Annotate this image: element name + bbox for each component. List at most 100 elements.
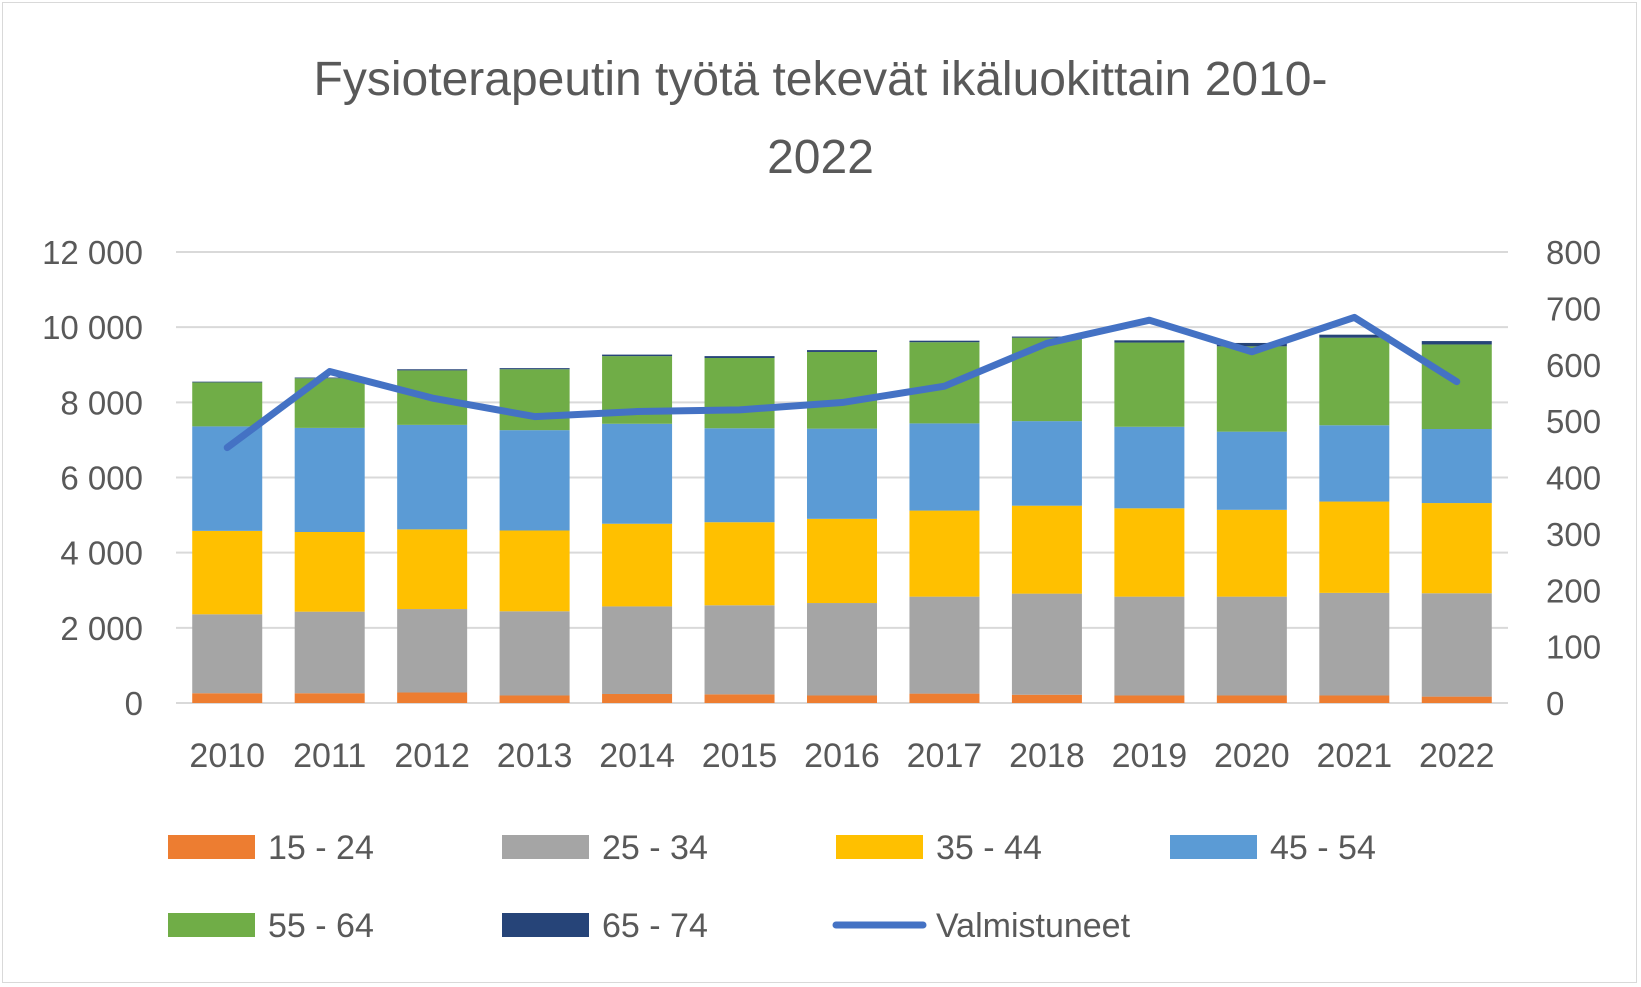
x-tick-label-2014: 2014 [599,737,675,775]
bar-2013-series-5 [499,368,570,370]
bar-2022-series-4 [1421,344,1492,430]
x-tick-label-2010: 2010 [189,737,265,775]
line-series [223,313,1461,452]
legend-swatch-5 [502,913,589,937]
bar-2013-series-3 [499,430,570,531]
legend-label-4: 55 - 64 [268,907,374,945]
bar-2020-series-0 [1216,695,1287,703]
legend-swatch-4 [168,913,255,937]
bar-2016-series-1 [807,603,877,696]
y-axis-ticks: 0 2 000 4 000 6 000 8 000 10 000 12 000 [42,234,143,722]
legend-label-2: 35 - 44 [936,829,1042,867]
y2-tick-label-6: 600 [1546,347,1601,384]
bar-2015-series-3 [704,428,775,523]
bar-2010-series-1 [192,614,263,694]
bar-2014-series-5 [602,354,673,357]
bar-2012-series-2 [397,529,468,610]
bar-2014-series-1 [602,606,673,694]
x-tick-label-2017: 2017 [907,737,983,775]
y2-tick-label-3: 300 [1546,516,1601,553]
bar-2013-series-1 [499,611,570,696]
bar-2022-series-5 [1421,341,1492,345]
x-tick-label-2015: 2015 [702,737,778,775]
chart-title-line-1: Fysioterapeutin työtä tekevät ikäluokitt… [313,53,1328,106]
bar-2019-series-4 [1114,342,1185,427]
bar-2016-series-5 [807,350,877,352]
bar-2019-series-5 [1114,340,1185,343]
bar-2010-series-4 [192,382,263,427]
legend-swatch-3 [1170,835,1257,859]
legend-label-5: 65 - 74 [602,907,708,945]
bar-2013-series-0 [499,695,570,703]
y2-tick-label-8: 800 [1546,234,1601,271]
bar-2011-series-3 [294,427,365,532]
bar-2011-series-2 [294,531,365,612]
bar-2014-series-0 [602,693,673,703]
y2-axis-ticks: 0 100 200 300 400 500 600 700 800 [1546,234,1601,722]
x-tick-label-2022: 2022 [1419,737,1495,775]
bar-2021-series-2 [1319,501,1390,593]
y2-tick-label-4: 400 [1546,460,1601,497]
bar-2020-series-4 [1216,346,1287,432]
bar-2018-series-1 [1011,593,1082,695]
x-tick-label-2016: 2016 [804,737,880,775]
bar-2019-series-0 [1114,695,1185,703]
y-tick-label-4: 8 000 [60,384,143,421]
bar-2010-series-3 [192,426,263,531]
chart-title-line-2: 2022 [767,131,874,184]
bar-2016-series-2 [807,518,877,604]
y-tick-label-2: 4 000 [60,535,143,572]
bar-2019-series-3 [1114,426,1185,509]
legend-label-3: 45 - 54 [1270,829,1376,867]
legend-label-6: Valmistuneet [936,907,1131,945]
legend-swatch-1 [502,835,589,859]
bar-2020-series-3 [1216,431,1287,510]
bar-2019-series-2 [1114,508,1185,597]
bar-2022-series-3 [1421,429,1492,504]
y-tick-label-6: 12 000 [42,234,143,271]
bar-2021-series-0 [1319,695,1390,703]
bar-2018-series-5 [1011,336,1082,338]
legend-swatch-2 [836,835,923,859]
x-tick-label-2011: 2011 [293,737,366,775]
y2-tick-label-2: 200 [1546,572,1601,609]
bar-2017-series-0 [909,693,980,703]
bar-stacks [192,334,1492,703]
bar-2021-series-4 [1319,337,1390,426]
x-tick-label-2021: 2021 [1316,737,1392,775]
bar-2011-series-1 [294,611,365,694]
legend: 15 - 24 25 - 34 35 - 44 45 - 54 55 - 64 65 - … [168,829,1376,945]
bar-2020-series-5 [1216,342,1287,347]
bar-2010-series-5 [192,381,263,383]
y-tick-label-1: 2 000 [60,610,143,647]
bar-2015-series-0 [704,694,775,703]
x-axis-ticks: 2010 2011 2012 2013 2014 2015 2016 2017 2018 2019… [189,737,1494,775]
legend-label-0: 15 - 24 [268,829,374,867]
bar-2019-series-1 [1114,596,1185,696]
x-tick-label-2013: 2013 [497,737,573,775]
bar-2010-series-2 [192,530,263,615]
bar-2018-series-0 [1011,694,1082,703]
bar-2021-series-5 [1319,334,1390,338]
bar-2012-series-0 [397,692,468,703]
bar-2014-series-3 [602,423,673,524]
x-tick-label-2012: 2012 [394,737,470,775]
y2-tick-label-5: 500 [1546,403,1601,440]
bar-2022-series-0 [1421,696,1492,703]
bar-2017-series-5 [909,340,980,343]
x-tick-label-2019: 2019 [1112,737,1188,775]
bar-2015-series-5 [704,356,775,358]
y-tick-label-3: 6 000 [60,460,143,497]
bar-2022-series-1 [1421,593,1492,697]
y-tick-label-0: 0 [125,685,143,722]
bar-2022-series-2 [1421,503,1492,594]
bar-2020-series-1 [1216,596,1287,696]
bar-2016-series-4 [807,351,877,429]
bar-2012-series-1 [397,609,468,693]
bar-2015-series-4 [704,357,775,429]
y2-tick-label-1: 100 [1546,629,1601,666]
bar-2016-series-0 [807,695,877,703]
bar-2018-series-2 [1011,505,1082,594]
y2-tick-label-0: 0 [1546,685,1564,722]
